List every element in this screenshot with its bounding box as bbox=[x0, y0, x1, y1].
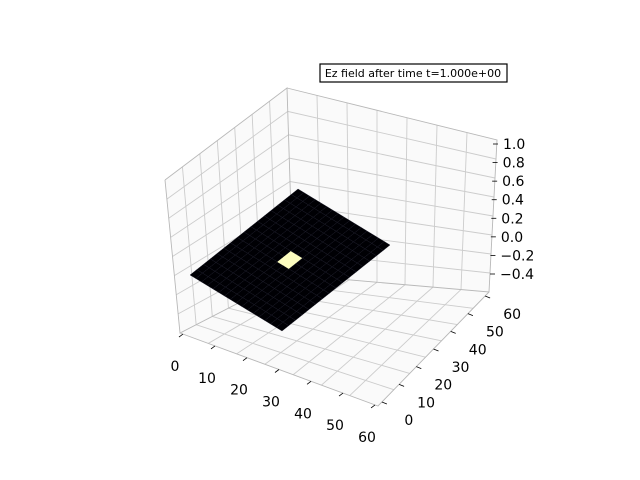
x-tick-mark bbox=[338, 392, 344, 397]
x-tick-label: 60 bbox=[358, 430, 376, 446]
grid-line-floor-x bbox=[349, 289, 462, 396]
grid-line-right bbox=[460, 132, 468, 290]
y-tick-label: 20 bbox=[434, 378, 452, 394]
grid-line-left bbox=[199, 153, 213, 317]
x-tick-label: 10 bbox=[198, 371, 216, 387]
x-tick-mark bbox=[370, 404, 376, 409]
x-tick-label: 40 bbox=[294, 406, 312, 422]
floor-pane-edge bbox=[179, 291, 490, 407]
grid-line-floor-x bbox=[321, 286, 434, 386]
x-tick-label: 50 bbox=[326, 418, 344, 434]
z-tick-label: −0.4 bbox=[500, 267, 534, 283]
x-tick-mark bbox=[242, 357, 248, 362]
z-tick-label: 0.4 bbox=[502, 193, 524, 209]
right-pane-edge bbox=[286, 87, 498, 293]
y-tick-label: 30 bbox=[452, 360, 470, 376]
z-tick-label: −0.2 bbox=[500, 248, 534, 264]
y-tick-label: 50 bbox=[486, 325, 504, 341]
x-axis-ticks: 0 10 20 30 40 50 60 bbox=[171, 333, 376, 446]
x-tick-mark bbox=[178, 333, 184, 338]
x-tick-mark bbox=[274, 369, 280, 373]
grid-line-right bbox=[404, 117, 408, 285]
z-tick-label: 0.8 bbox=[503, 156, 525, 172]
z-tick-label: 0.0 bbox=[501, 230, 523, 246]
y-tick-label: 0 bbox=[404, 413, 413, 429]
y-tick-mark bbox=[398, 383, 405, 387]
y-tick-label: 40 bbox=[469, 342, 487, 358]
y-tick-mark bbox=[467, 313, 474, 317]
z-tick-label: 1.0 bbox=[503, 137, 525, 153]
x-tick-label: 30 bbox=[262, 395, 280, 411]
grid-line-floor-y bbox=[212, 315, 410, 374]
x-tick-label: 0 bbox=[171, 359, 180, 375]
chart-title: Ez field after time t=1.000e+00 bbox=[319, 63, 508, 83]
x-tick-mark bbox=[210, 345, 216, 350]
title-box bbox=[319, 63, 508, 83]
y-tick-mark bbox=[433, 348, 439, 352]
grid-line-left bbox=[181, 166, 197, 325]
x-tick-label: 20 bbox=[230, 383, 248, 399]
grid-line-floor-x bbox=[264, 281, 378, 365]
surface-cell bbox=[377, 241, 391, 251]
z-tick-label: 0.2 bbox=[501, 211, 523, 227]
z-tick-label: 0.6 bbox=[502, 174, 524, 190]
y-tick-mark bbox=[381, 401, 388, 405]
z-axis-ticks: 1.0 0.8 0.6 0.4 0.2 0.0 −0.2 −0.4 bbox=[490, 137, 534, 283]
y-tick-mark bbox=[484, 295, 491, 299]
grid-line-floor-x bbox=[292, 284, 406, 376]
y-tick-label: 60 bbox=[503, 307, 521, 323]
grid-line-right bbox=[432, 125, 438, 288]
title-text: Ez field after time t=1.000e+00 bbox=[325, 67, 501, 80]
x-tick-mark bbox=[306, 380, 312, 385]
grid-line-floor-y bbox=[196, 324, 394, 391]
ez-surface bbox=[189, 188, 391, 332]
y-tick-mark bbox=[416, 366, 422, 370]
y-tick-label: 10 bbox=[417, 395, 435, 411]
y-tick-mark bbox=[450, 330, 456, 334]
